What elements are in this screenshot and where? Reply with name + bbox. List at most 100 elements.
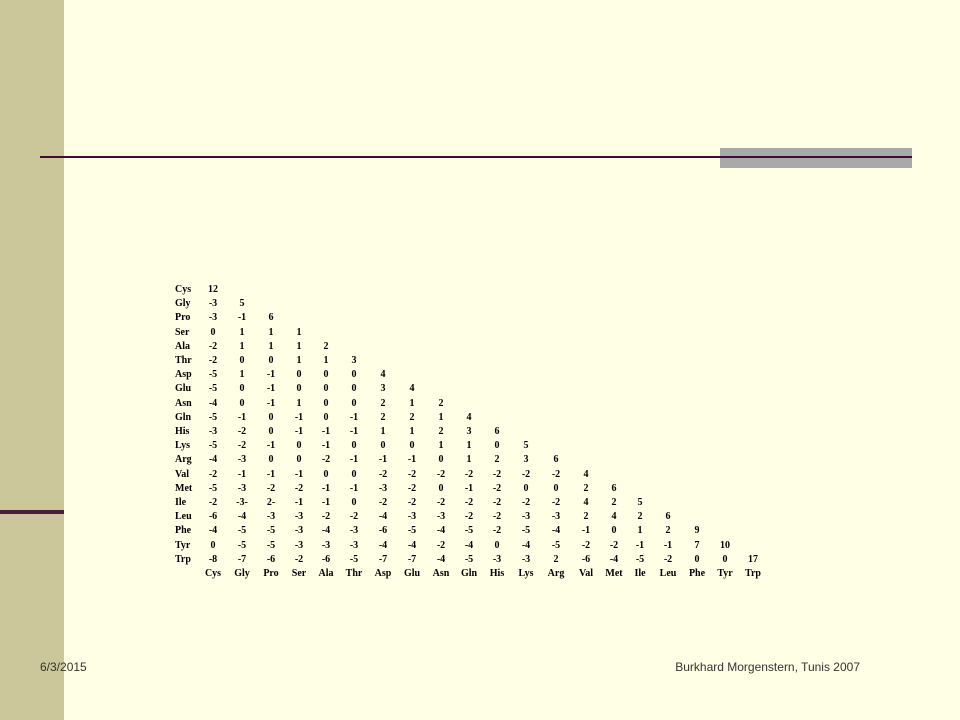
cell: -2 bbox=[294, 482, 304, 494]
cell: -3 bbox=[237, 482, 247, 494]
cell: -2 bbox=[464, 511, 474, 523]
cell: 0 bbox=[722, 553, 728, 565]
cell: -1 bbox=[321, 440, 331, 452]
cell: 1 bbox=[466, 440, 472, 452]
cell: -6 bbox=[581, 553, 591, 565]
cell: 0 bbox=[351, 383, 357, 395]
cell: -2 bbox=[436, 497, 446, 508]
cell: -5 bbox=[464, 553, 474, 565]
cell: 0 bbox=[553, 482, 559, 494]
cell: -2 bbox=[407, 497, 417, 508]
cell: -3 bbox=[551, 511, 561, 523]
cell: 1 bbox=[323, 355, 329, 366]
cell: -4 bbox=[464, 539, 474, 551]
cell: 3 bbox=[380, 383, 386, 395]
column-label: Met bbox=[605, 568, 623, 579]
cell: 0 bbox=[323, 411, 329, 423]
cell: 1 bbox=[380, 426, 386, 437]
cell: -2 bbox=[378, 468, 388, 480]
cell: 2 bbox=[637, 511, 643, 523]
cell: 3 bbox=[351, 355, 357, 366]
column-label: Leu bbox=[659, 568, 677, 579]
cell: -1 bbox=[321, 497, 331, 508]
row-label: Ser bbox=[175, 326, 190, 338]
accent-bar bbox=[720, 148, 912, 168]
cell: -3 bbox=[237, 454, 247, 466]
cell: -1 bbox=[294, 497, 304, 508]
cell: -4 bbox=[407, 539, 417, 551]
cell: -2 bbox=[208, 355, 218, 366]
cell: 0 bbox=[239, 383, 245, 395]
cell: 0 bbox=[296, 369, 302, 381]
row-label: Phe bbox=[175, 525, 192, 537]
side-band bbox=[0, 0, 64, 720]
cell: -1 bbox=[237, 411, 247, 423]
cell: 6 bbox=[611, 482, 617, 494]
cell: -3 bbox=[208, 298, 218, 310]
cell: -3 bbox=[294, 525, 304, 537]
cell: -3 bbox=[208, 312, 218, 324]
cell: 0 bbox=[323, 383, 329, 395]
cell: -3 bbox=[349, 539, 359, 551]
cell: -2 bbox=[521, 497, 531, 508]
cell: -1 bbox=[663, 539, 673, 551]
cell: -2 bbox=[237, 440, 247, 452]
cell: 3 bbox=[523, 454, 529, 466]
column-label: Asn bbox=[432, 568, 450, 579]
row-label: Gln bbox=[175, 411, 192, 423]
cell: -6 bbox=[321, 553, 331, 565]
cell: 2- bbox=[266, 497, 276, 508]
cell: -1 bbox=[294, 468, 304, 480]
cell: 0 bbox=[409, 440, 415, 452]
cell: 9 bbox=[694, 525, 700, 537]
row-label: Cys bbox=[175, 284, 192, 295]
cell: -1 bbox=[464, 482, 474, 494]
cell: -2 bbox=[581, 539, 591, 551]
cell: -2 bbox=[464, 468, 474, 480]
cell: -1 bbox=[349, 411, 359, 423]
cell: -7 bbox=[237, 553, 247, 565]
cell: -5 bbox=[635, 553, 645, 565]
row-label: Asp bbox=[175, 369, 192, 381]
cell: -1 bbox=[349, 482, 359, 494]
cell: -1 bbox=[237, 468, 247, 480]
column-label: Thr bbox=[345, 568, 363, 579]
cell: -2 bbox=[436, 468, 446, 480]
cell: -2 bbox=[521, 468, 531, 480]
cell: 1 bbox=[239, 340, 245, 352]
cell: 1 bbox=[637, 525, 643, 537]
cell: -4 bbox=[609, 553, 619, 565]
cell: 0 bbox=[239, 355, 245, 366]
cell: -2 bbox=[237, 426, 247, 437]
cell: -4 bbox=[208, 397, 218, 409]
footer-author: Burkhard Morgenstern, Tunis 2007 bbox=[675, 660, 860, 674]
column-label: Cys bbox=[204, 568, 222, 579]
cell: 0 bbox=[323, 468, 329, 480]
cell: -2 bbox=[492, 497, 502, 508]
cell: 1 bbox=[438, 440, 444, 452]
cell: -7 bbox=[378, 553, 388, 565]
cell: 2 bbox=[494, 454, 500, 466]
cell: -4 bbox=[378, 511, 388, 523]
column-label: Glu bbox=[403, 568, 421, 579]
cell: 0 bbox=[494, 440, 500, 452]
cell: 5 bbox=[239, 298, 245, 310]
cell: 2 bbox=[665, 525, 671, 537]
cell: -2 bbox=[208, 497, 218, 508]
cell: 4 bbox=[466, 411, 472, 423]
title-rule-overlay bbox=[720, 156, 912, 158]
cell: -3 bbox=[521, 511, 531, 523]
title-rule bbox=[40, 156, 912, 158]
cell: -3 bbox=[378, 482, 388, 494]
cell: -4 bbox=[551, 525, 561, 537]
row-label: Tyr bbox=[175, 539, 191, 551]
cell: 0 bbox=[523, 482, 529, 494]
cell: -3 bbox=[349, 525, 359, 537]
cell: -4 bbox=[237, 511, 247, 523]
row-label: Trp bbox=[175, 553, 191, 565]
cell: -4 bbox=[208, 454, 218, 466]
cell: -4 bbox=[436, 525, 446, 537]
cell: 4 bbox=[583, 468, 589, 480]
cell: 4 bbox=[380, 369, 386, 381]
cell: -5 bbox=[208, 383, 218, 395]
